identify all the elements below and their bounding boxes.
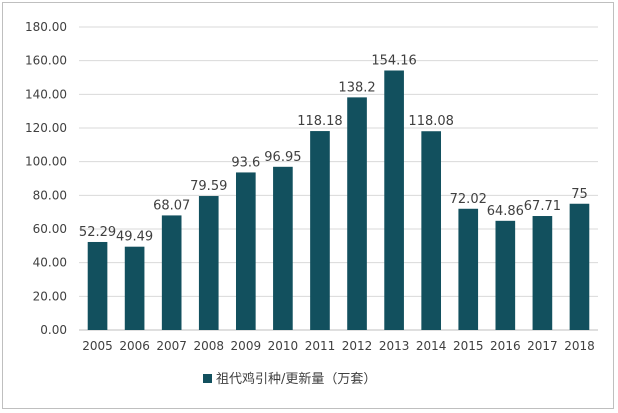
data-label: 96.95	[264, 150, 301, 165]
bar	[421, 131, 442, 330]
x-tick-label: 2013	[379, 339, 410, 353]
data-label: 68.07	[153, 198, 190, 213]
data-label: 118.08	[408, 114, 454, 129]
bar	[495, 220, 516, 330]
y-tick-label: 120.00	[25, 121, 67, 135]
data-label: 52.29	[79, 225, 116, 240]
bar	[532, 216, 553, 330]
y-tick-label: 180.00	[25, 20, 67, 34]
bar	[347, 97, 367, 330]
y-axis-ticks: 0.00 20.00 40.00 60.00 80.00 100.00 120.00 140.…	[25, 20, 67, 337]
gridlines	[79, 26, 598, 331]
x-tick-label: 2008	[193, 339, 224, 353]
y-tick-label: 0.00	[40, 323, 67, 337]
bar	[124, 246, 145, 330]
y-tick-label: 80.00	[33, 188, 67, 202]
x-tick-label: 2016	[490, 339, 521, 353]
y-tick-label: 40.00	[33, 256, 67, 270]
x-axis-ticks: 2005 2006 2007 2008 2009 2010 2011 2012 2013 2014…	[82, 339, 594, 353]
bar	[273, 166, 293, 330]
x-tick-label: 2011	[305, 339, 336, 353]
data-label: 93.6	[231, 155, 260, 170]
data-label: 118.18	[297, 114, 343, 129]
bar	[198, 196, 219, 330]
x-tick-label: 2018	[564, 339, 595, 353]
x-tick-label: 2015	[453, 339, 484, 353]
y-tick-label: 100.00	[25, 155, 67, 169]
data-label: 154.16	[371, 53, 417, 68]
data-label: 79.59	[190, 179, 227, 194]
data-label: 72.02	[450, 192, 487, 207]
bars	[87, 70, 590, 331]
data-label: 64.86	[487, 204, 524, 219]
bar	[235, 172, 256, 330]
chart-frame	[2, 2, 614, 409]
y-tick-label: 20.00	[33, 289, 67, 303]
x-tick-label: 2010	[268, 339, 299, 353]
bar	[569, 203, 590, 330]
bar	[87, 241, 108, 330]
legend-swatch	[203, 374, 212, 383]
bar	[310, 131, 330, 330]
data-label: 138.2	[338, 80, 375, 95]
bar	[384, 70, 404, 331]
bar	[458, 208, 479, 330]
data-label: 49.49	[116, 230, 153, 245]
y-tick-label: 160.00	[25, 54, 67, 68]
data-label: 75	[571, 187, 588, 202]
legend: 祖代鸡引种/更新量（万套）	[203, 371, 376, 387]
x-tick-label: 2017	[527, 339, 558, 353]
x-tick-label: 2012	[342, 339, 373, 353]
y-tick-label: 60.00	[33, 222, 67, 236]
x-tick-label: 2007	[156, 339, 187, 353]
bar	[161, 215, 182, 330]
legend-label: 祖代鸡引种/更新量（万套）	[216, 371, 376, 387]
x-tick-label: 2009	[231, 339, 262, 353]
x-tick-label: 2014	[416, 339, 447, 353]
y-tick-label: 140.00	[25, 87, 67, 101]
data-label: 67.71	[524, 199, 561, 214]
x-tick-label: 2006	[119, 339, 150, 353]
x-tick-label: 2005	[82, 339, 113, 353]
